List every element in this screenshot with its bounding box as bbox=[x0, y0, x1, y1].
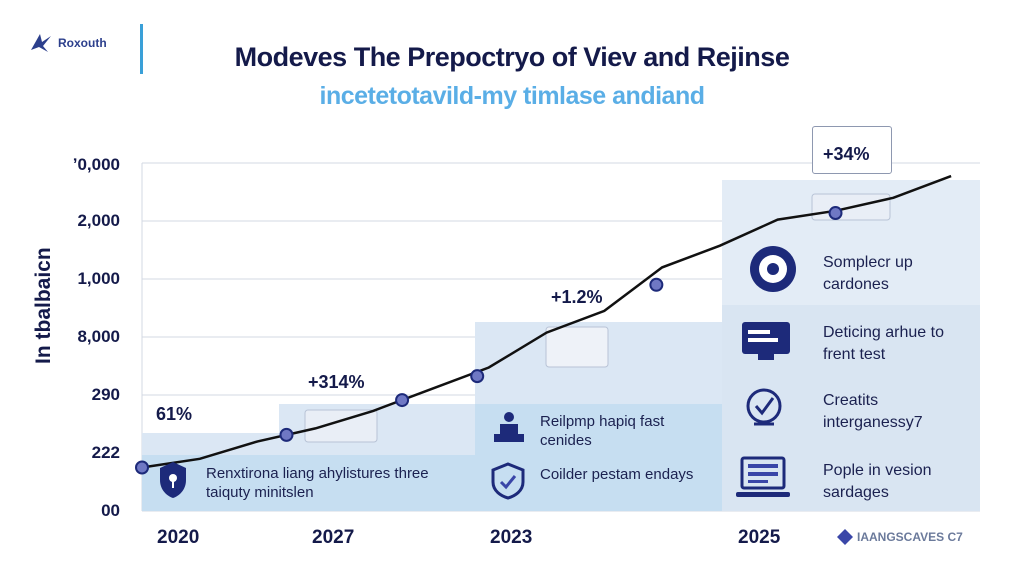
data-point-marker bbox=[135, 460, 149, 475]
chart-subtitle: incetetotavild-my timlase andiand bbox=[319, 82, 706, 110]
chart-title: Modeves The Prepoctryo of Viev and Rejin… bbox=[234, 42, 790, 72]
logo-text: Roxouth bbox=[58, 36, 107, 50]
feature-text: Pople in vesion sardages bbox=[823, 462, 932, 501]
data-point-marker bbox=[279, 427, 294, 442]
target-icon bbox=[750, 246, 796, 292]
annotation-callout-box bbox=[812, 126, 892, 174]
watermark: IAANGSCAVES C7 bbox=[836, 528, 963, 546]
x-tick-label: 2025 bbox=[738, 527, 781, 548]
shield-icon bbox=[160, 462, 186, 498]
annotation-label: +1.2% bbox=[551, 287, 603, 307]
feature-text: Reilpmp hapiq fast cenides bbox=[540, 413, 665, 449]
x-tick-label: 2023 bbox=[490, 527, 533, 548]
series-line bbox=[141, 174, 952, 469]
badge-icon bbox=[491, 462, 525, 500]
laptop-icon bbox=[736, 456, 790, 497]
data-point-marker bbox=[828, 206, 843, 221]
background-bands bbox=[142, 180, 980, 511]
watermark-text: IAANGSCAVES C7 bbox=[857, 530, 963, 544]
y-tick-label: 2,000 bbox=[77, 211, 120, 230]
feature-text: Coilder pestam endays bbox=[540, 466, 694, 483]
feature-text: Renxtirona liang ahylistures three taiqu… bbox=[206, 465, 429, 501]
feature-text: Creatits interganessy7 bbox=[823, 392, 923, 431]
y-tick-label: 222 bbox=[91, 443, 120, 462]
series-markers bbox=[135, 206, 843, 475]
annotation-label: +34% bbox=[823, 144, 870, 164]
x-tick-label: 2027 bbox=[312, 527, 355, 548]
podium-icon bbox=[494, 412, 524, 442]
logo-divider bbox=[140, 24, 143, 74]
x-tick-label: 2020 bbox=[157, 527, 200, 548]
band-lower-left bbox=[142, 455, 475, 511]
y-tick-label: 1,000 bbox=[77, 269, 120, 288]
y-tick-label: 8,000 bbox=[77, 327, 120, 346]
y-tick-label: 290 bbox=[91, 385, 120, 404]
y-tick-label: 00 bbox=[101, 501, 120, 520]
screen-icon bbox=[742, 322, 790, 360]
checkmark-icon bbox=[746, 388, 782, 426]
wing-logo-icon bbox=[31, 34, 51, 52]
feature-text: Somplecr up cardones bbox=[823, 254, 913, 293]
diamond-logo-icon bbox=[837, 529, 853, 545]
annotation-label: 61% bbox=[156, 404, 193, 424]
y-tick-label: ʼ0,000 bbox=[72, 155, 120, 174]
brand-logo: Roxouth bbox=[28, 30, 107, 56]
annotation-label: +314% bbox=[308, 372, 365, 392]
data-point-marker bbox=[395, 393, 410, 408]
feature-text: Deticing arhue to frent test bbox=[823, 324, 944, 363]
data-point-marker bbox=[470, 369, 485, 384]
data-point-marker bbox=[649, 277, 664, 292]
